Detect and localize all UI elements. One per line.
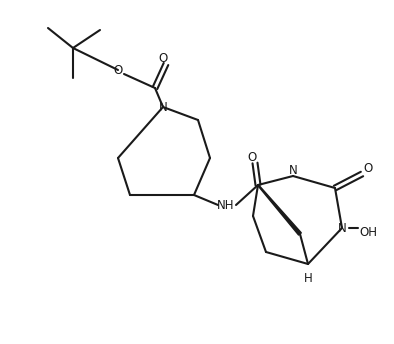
Text: N: N <box>338 222 346 235</box>
Text: O: O <box>113 64 123 76</box>
Text: O: O <box>158 52 167 65</box>
Text: N: N <box>289 163 297 176</box>
Text: O: O <box>247 151 256 163</box>
Text: NH: NH <box>217 198 235 212</box>
Text: H: H <box>304 271 312 284</box>
Polygon shape <box>258 185 301 235</box>
Text: OH: OH <box>359 226 377 238</box>
Text: O: O <box>363 161 373 174</box>
Text: N: N <box>159 100 167 114</box>
